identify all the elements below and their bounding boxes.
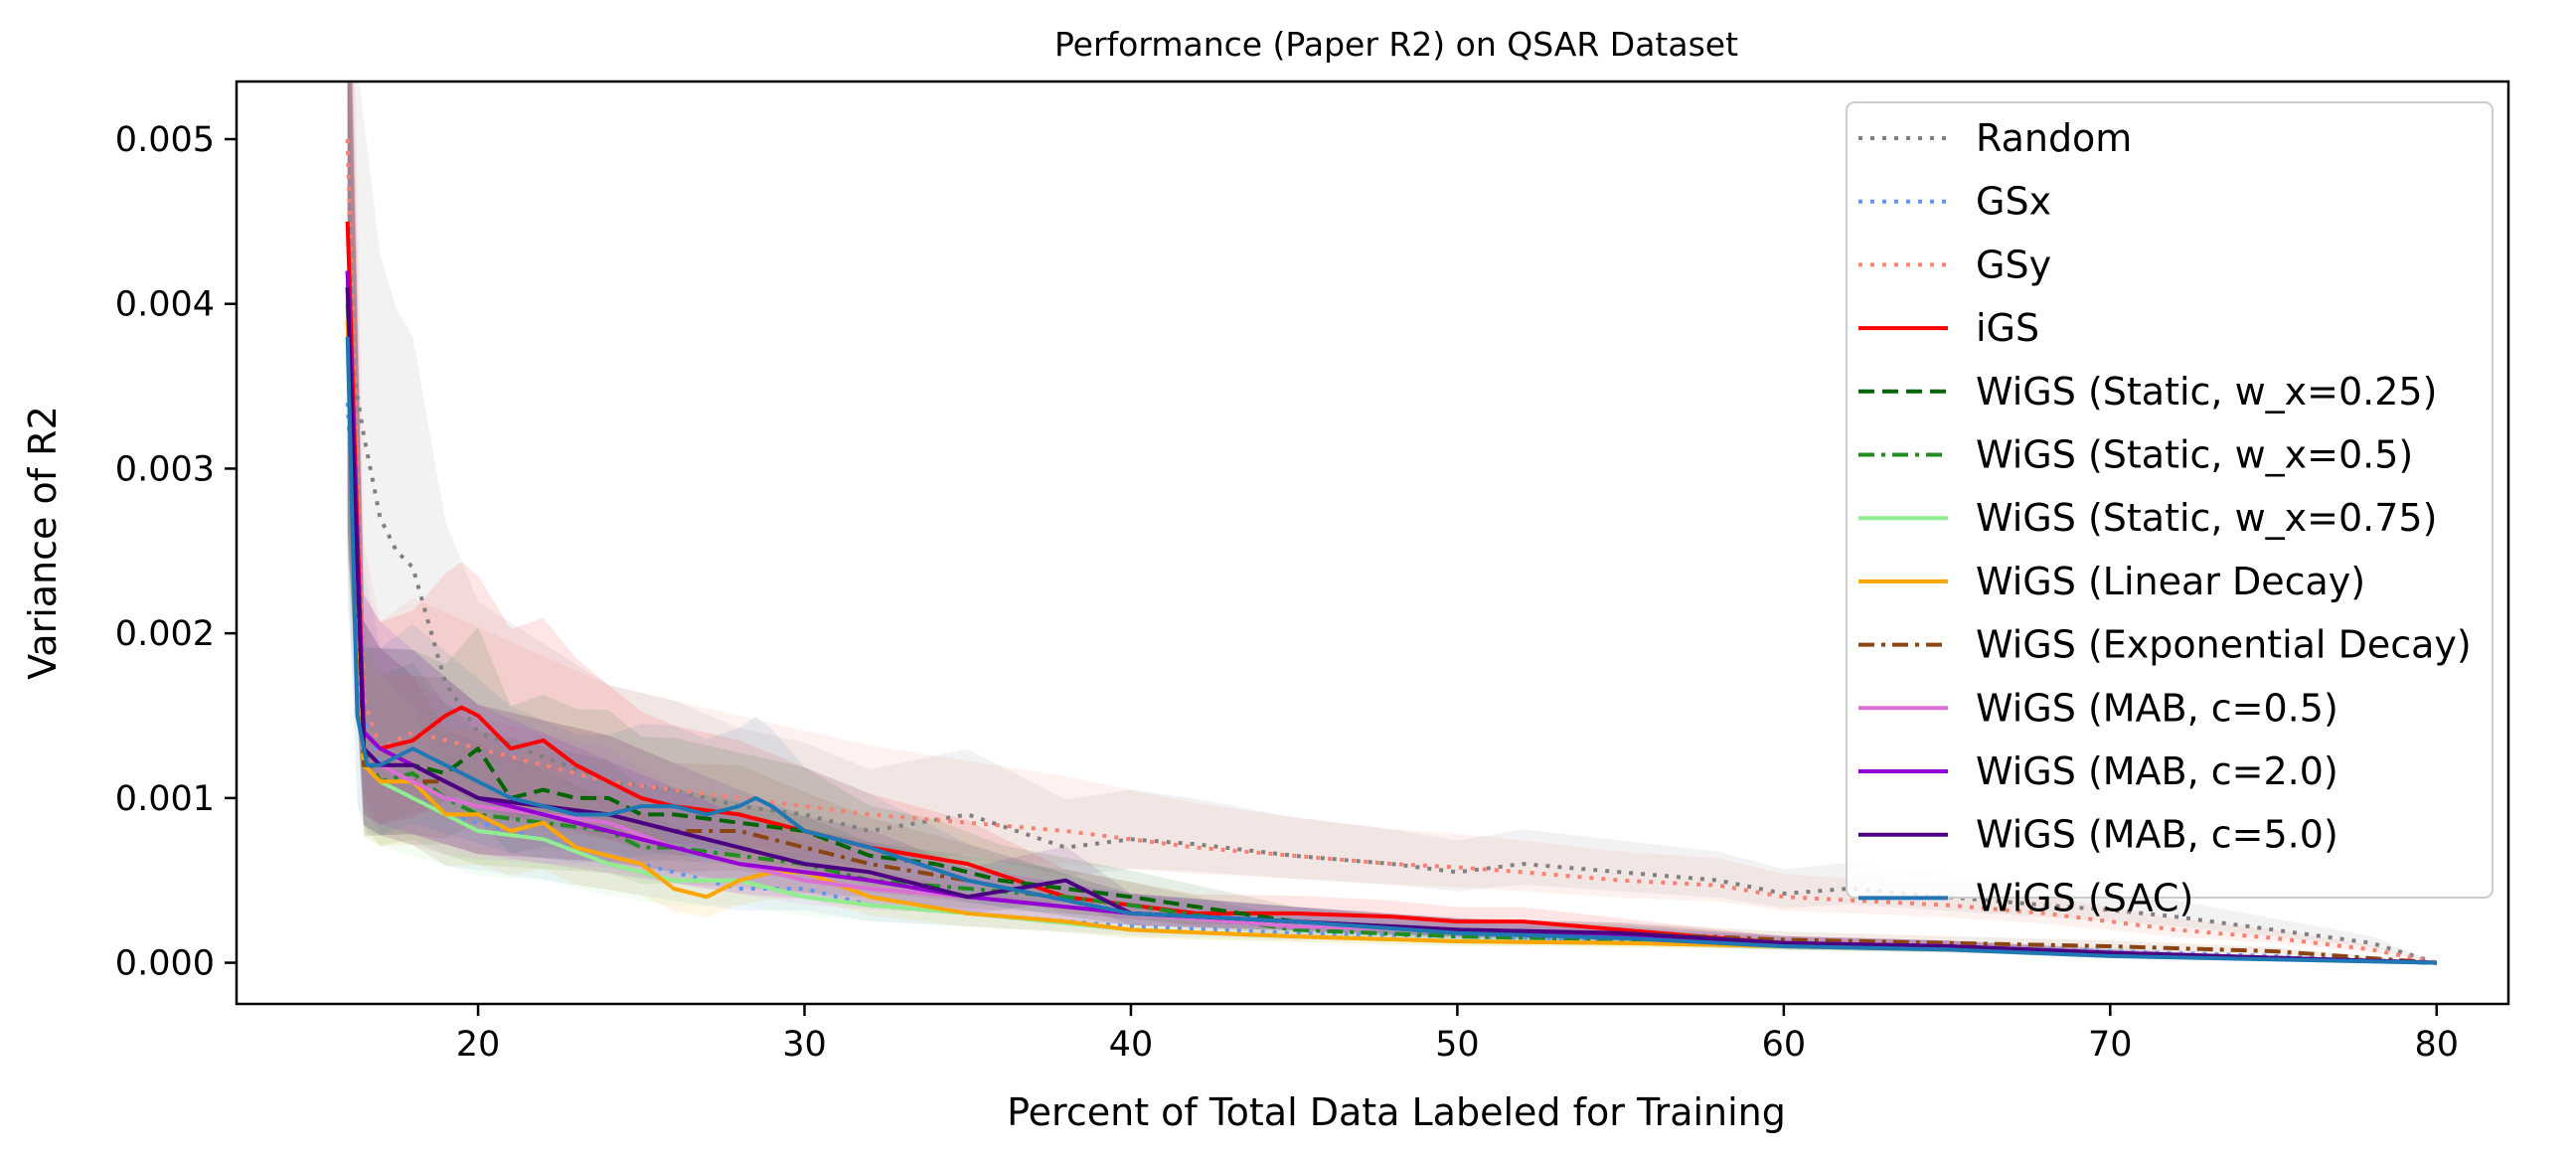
- legend-label: WiGS (MAB, c=5.0): [1976, 813, 2338, 857]
- x-tick-label: 30: [782, 1025, 827, 1065]
- legend-label: WiGS (Exponential Decay): [1976, 623, 2472, 667]
- series-line-7: [345, 320, 2437, 965]
- y-tick-label: 0.000: [115, 944, 215, 984]
- y-tick-label: 0.005: [115, 120, 215, 160]
- legend-label: WiGS (Static, w_x=0.5): [1976, 433, 2413, 477]
- y-tick-label: 0.002: [115, 614, 215, 654]
- x-axis: 20 30 40 50 60 70 80: [456, 1004, 2459, 1065]
- legend-label: Random: [1976, 116, 2132, 160]
- legend: Random GSx GSy iGS WiGS (Static, w_x=0.25) Wi…: [1846, 101, 2494, 919]
- x-tick-label: 70: [2088, 1025, 2133, 1065]
- legend-label: WiGS (MAB, c=0.5): [1976, 686, 2338, 730]
- legend-label: GSy: [1976, 243, 2051, 286]
- series-line-11: [345, 287, 2437, 965]
- legend-label: WiGS (Static, w_x=0.75): [1976, 496, 2437, 540]
- series-line-12: [345, 336, 2437, 965]
- confidence-bands: [347, 82, 2437, 963]
- series-lines: [345, 138, 2438, 965]
- band-1: [347, 82, 2437, 963]
- legend-label: GSx: [1976, 180, 2051, 224]
- x-tick-label: 80: [2414, 1025, 2459, 1065]
- series-line-1: [345, 402, 2437, 965]
- legend-label: WiGS (Linear Decay): [1976, 560, 2365, 603]
- y-tick-label: 0.003: [115, 449, 215, 489]
- x-tick-label: 20: [456, 1025, 501, 1065]
- series-line-2: [345, 138, 2438, 965]
- plot-frame: [235, 80, 2510, 1006]
- y-axis-label: Variance of R2: [21, 406, 65, 680]
- y-axis: 0.000 0.001 0.002 0.003 0.004 0.005: [115, 120, 237, 984]
- legend-label: WiGS (MAB, c=2.0): [1976, 749, 2338, 793]
- x-tick-label: 40: [1109, 1025, 1154, 1065]
- legend-box: [1846, 101, 2494, 899]
- y-tick-label: 0.004: [115, 285, 215, 325]
- legend-label: WiGS (Static, w_x=0.25): [1976, 370, 2437, 414]
- legend-label: iGS: [1976, 306, 2039, 350]
- x-tick-label: 50: [1435, 1025, 1480, 1065]
- chart-title: Performance (Paper R2) on QSAR Dataset: [1054, 25, 1738, 64]
- x-tick-label: 60: [1762, 1025, 1807, 1065]
- x-axis-label: Percent of Total Data Labeled for Traini…: [1007, 1090, 1786, 1134]
- legend-label: WiGS (SAC): [1976, 876, 2193, 919]
- y-tick-label: 0.001: [115, 779, 215, 819]
- band-6: [347, 82, 2437, 963]
- series-line-8: [345, 287, 2437, 965]
- band-7: [347, 82, 2437, 963]
